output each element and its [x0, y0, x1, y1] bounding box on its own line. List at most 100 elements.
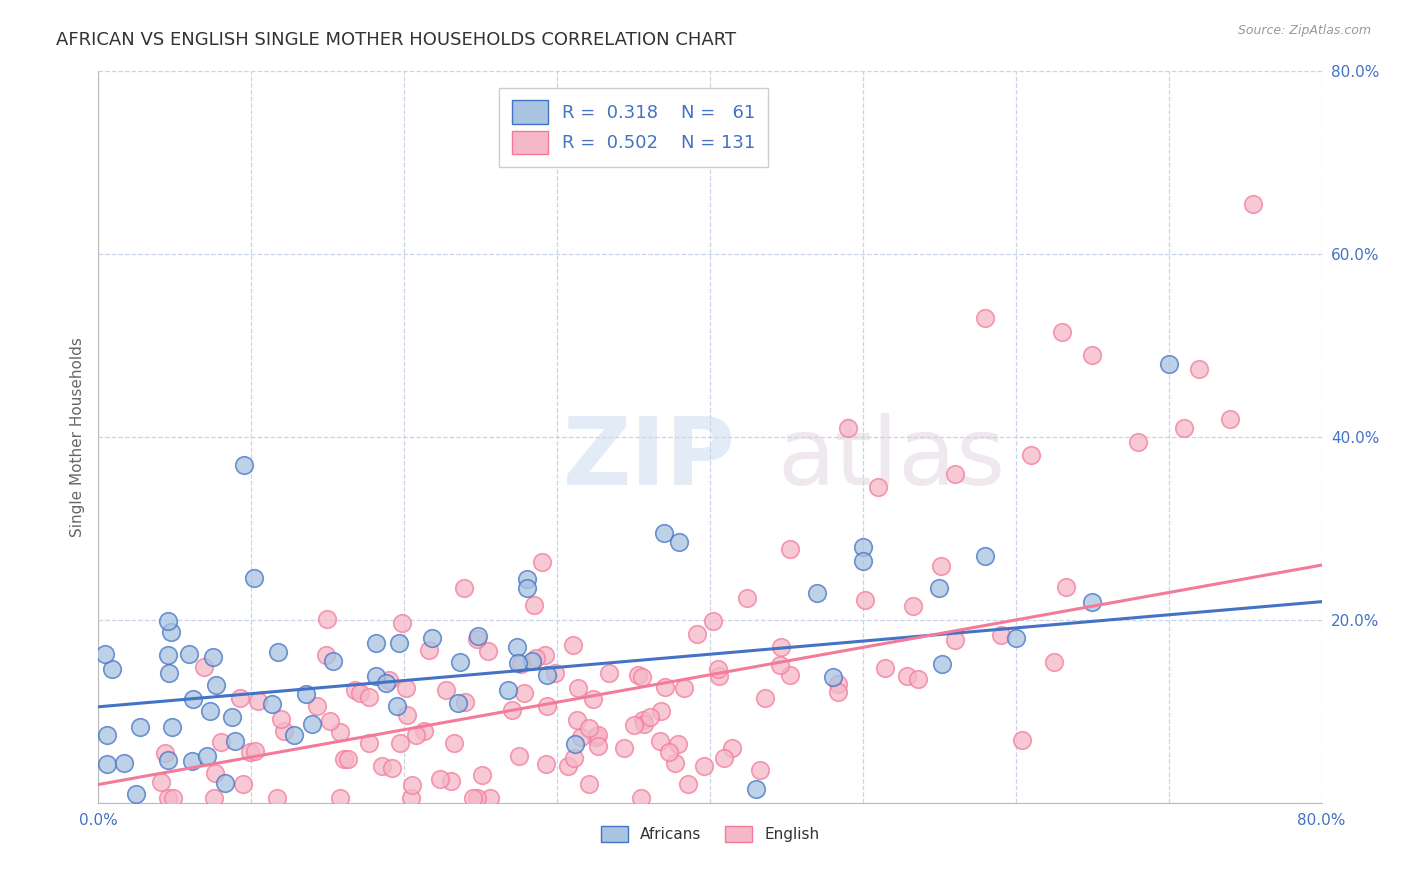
Point — [337, 751, 360, 765]
Point — [270, 712, 292, 726]
Point — [221, 710, 243, 724]
Point — [273, 723, 295, 738]
Point — [125, 787, 148, 801]
Point — [567, 681, 589, 695]
Point — [721, 741, 744, 756]
Point — [1188, 361, 1211, 376]
Text: atlas: atlas — [778, 413, 1005, 505]
Point — [630, 670, 652, 684]
Point — [533, 648, 555, 662]
Point — [1128, 434, 1150, 449]
Point — [128, 720, 150, 734]
Point — [395, 681, 418, 695]
Point — [578, 721, 600, 735]
Point — [96, 756, 118, 771]
Point — [150, 775, 173, 789]
Point — [232, 458, 254, 472]
Point — [544, 666, 567, 681]
Point — [837, 421, 859, 435]
Point — [652, 526, 675, 541]
Point — [769, 658, 792, 673]
Point — [526, 651, 548, 665]
Point — [1081, 348, 1104, 362]
Point — [623, 718, 645, 732]
Point — [465, 632, 488, 646]
Point — [1004, 632, 1026, 646]
Point — [672, 681, 695, 696]
Point — [329, 725, 352, 739]
Point — [523, 599, 546, 613]
Point — [440, 773, 463, 788]
Point — [530, 555, 553, 569]
Point — [749, 764, 772, 778]
Point — [295, 687, 318, 701]
Point — [631, 714, 654, 728]
Point — [200, 704, 222, 718]
Point — [693, 758, 716, 772]
Point — [707, 668, 730, 682]
Point — [378, 673, 401, 688]
Point — [239, 745, 262, 759]
Point — [585, 730, 607, 744]
Point — [375, 676, 398, 690]
Point — [162, 791, 184, 805]
Point — [243, 744, 266, 758]
Point — [434, 683, 457, 698]
Point — [1019, 448, 1042, 462]
Point — [262, 697, 284, 711]
Point — [454, 695, 477, 709]
Point — [496, 683, 519, 698]
Point — [664, 756, 686, 770]
Point — [467, 629, 489, 643]
Point — [112, 756, 135, 771]
Point — [181, 691, 204, 706]
Point — [561, 638, 583, 652]
Point — [586, 728, 609, 742]
Point — [779, 668, 801, 682]
Point — [333, 752, 356, 766]
Point — [513, 686, 536, 700]
Point — [388, 636, 411, 650]
Point — [974, 549, 997, 563]
Point — [907, 672, 929, 686]
Y-axis label: Single Mother Households: Single Mother Households — [69, 337, 84, 537]
Point — [668, 535, 690, 549]
Point — [156, 614, 179, 628]
Point — [875, 660, 897, 674]
Point — [650, 734, 672, 748]
Point — [461, 791, 484, 805]
Point — [974, 311, 997, 326]
Point — [852, 540, 875, 554]
Point — [735, 591, 758, 605]
Point — [586, 739, 609, 753]
Text: AFRICAN VS ENGLISH SINGLE MOTHER HOUSEHOLDS CORRELATION CHART: AFRICAN VS ENGLISH SINGLE MOTHER HOUSEHO… — [56, 31, 737, 49]
Point — [471, 767, 494, 781]
Point — [506, 640, 529, 654]
Point — [827, 684, 849, 698]
Point — [413, 723, 436, 738]
Point — [388, 736, 411, 750]
Point — [449, 655, 471, 669]
Point — [770, 640, 793, 655]
Point — [676, 777, 699, 791]
Point — [1219, 412, 1241, 426]
Point — [1173, 421, 1195, 435]
Point — [853, 593, 876, 607]
Point — [638, 709, 661, 723]
Point — [202, 650, 225, 665]
Point — [329, 791, 352, 805]
Point — [613, 741, 636, 756]
Point — [745, 782, 768, 797]
Point — [713, 751, 735, 765]
Point — [315, 648, 337, 662]
Point — [157, 754, 180, 768]
Point — [229, 691, 252, 706]
Point — [1043, 655, 1066, 669]
Point — [852, 553, 875, 567]
Point — [93, 647, 115, 661]
Point — [633, 717, 655, 731]
Point — [478, 791, 501, 805]
Point — [928, 581, 950, 595]
Point — [564, 737, 586, 751]
Point — [598, 666, 620, 681]
